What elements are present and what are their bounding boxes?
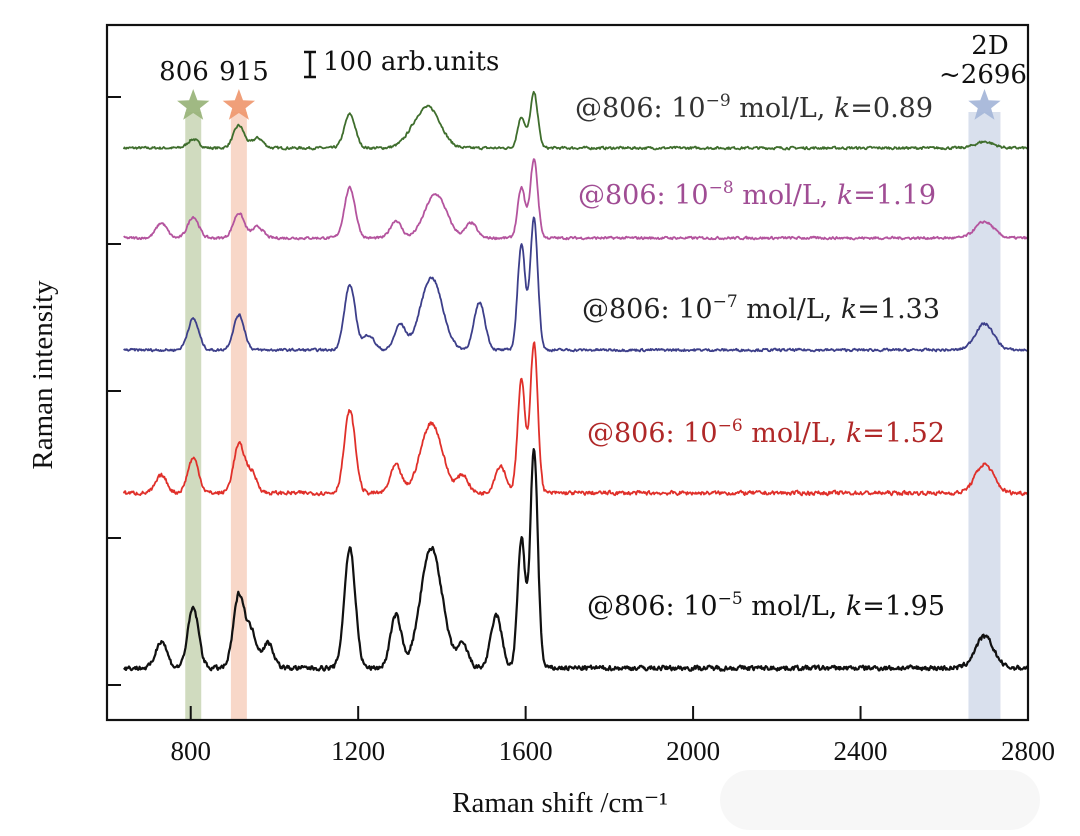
- spectrum-line-m8: [123, 158, 1028, 241]
- label-prefix: @806: 10: [582, 294, 713, 325]
- highlight-bands: [177, 89, 1001, 720]
- label-k: k: [846, 418, 862, 449]
- spectra-group: [122, 90, 1029, 672]
- star-icon: [177, 89, 210, 120]
- label-prefix: @806: 10: [587, 591, 718, 622]
- x-tick-label: 1600: [499, 736, 553, 766]
- label-exponent: −9: [706, 91, 731, 111]
- spectrum-line-m9: [122, 90, 1028, 151]
- label-exponent: −7: [713, 292, 738, 312]
- label-k-value: =1.33: [857, 294, 940, 325]
- label-k: k: [841, 294, 857, 325]
- band-label-2d-line1: 2D: [971, 31, 1008, 61]
- highlight-band-2696: [968, 112, 1001, 720]
- spectrum-line-m7: [123, 216, 1028, 353]
- label-k-value: =1.95: [862, 591, 945, 622]
- star-icon: [968, 89, 1001, 120]
- label-k: k: [837, 180, 853, 211]
- label-k-value: =0.89: [850, 93, 933, 124]
- x-tick-label: 800: [170, 736, 211, 766]
- label-prefix: @806: 10: [587, 418, 718, 449]
- spectrum-line-m6: [122, 341, 1029, 497]
- spectrum-line-m5: [123, 448, 1029, 672]
- series-label-1e-7: @806: 10−7 mol/L, k=1.33: [582, 292, 940, 325]
- label-mid: mol/L,: [734, 180, 837, 211]
- series-label-1e-6: @806: 10−6 mol/L, k=1.52: [587, 416, 945, 449]
- label-k-value: =1.19: [853, 180, 936, 211]
- highlight-band-806: [185, 112, 202, 720]
- label-prefix: @806: 10: [575, 93, 706, 124]
- series-label-1e-5: @806: 10−5 mol/L, k=1.95: [587, 589, 945, 622]
- label-mid: mol/L,: [738, 294, 841, 325]
- x-axis-ticks: 800 1200 1600 2000 2400 2800: [170, 706, 1055, 766]
- x-axis-title: Raman shift /cm⁻¹: [452, 787, 668, 819]
- label-prefix: @806: 10: [578, 180, 709, 211]
- highlight-band-915: [230, 112, 247, 720]
- watermark: [720, 770, 1040, 830]
- x-tick-label: 2400: [834, 736, 888, 766]
- label-k: k: [834, 93, 850, 124]
- y-axis-title: Raman intensity: [27, 280, 59, 470]
- plot-frame: [105, 23, 1030, 722]
- label-mid: mol/L,: [743, 591, 846, 622]
- band-label-915: 915: [219, 57, 269, 87]
- x-tick-label: 1200: [331, 736, 385, 766]
- star-icon: [222, 89, 255, 120]
- label-exponent: −8: [709, 178, 734, 198]
- series-label-1e-8: @806: 10−8 mol/L, k=1.19: [578, 178, 936, 211]
- label-mid: mol/L,: [731, 93, 834, 124]
- band-label-806: 806: [159, 57, 209, 87]
- band-label-2d-line2: ~2696: [939, 60, 1027, 90]
- x-tick-label: 2800: [1001, 736, 1055, 766]
- scale-bar: 100 arb.units: [304, 47, 499, 79]
- label-k-value: =1.52: [862, 418, 945, 449]
- x-tick-label: 2000: [666, 736, 720, 766]
- series-label-1e-9: @806: 10−9 mol/L, k=0.89: [575, 91, 933, 124]
- label-mid: mol/L,: [743, 418, 846, 449]
- y-axis-ticks: [107, 96, 121, 686]
- label-exponent: −6: [718, 416, 743, 436]
- label-k: k: [846, 591, 862, 622]
- label-exponent: −5: [718, 589, 743, 609]
- scale-bar-label: 100 arb.units: [323, 47, 499, 77]
